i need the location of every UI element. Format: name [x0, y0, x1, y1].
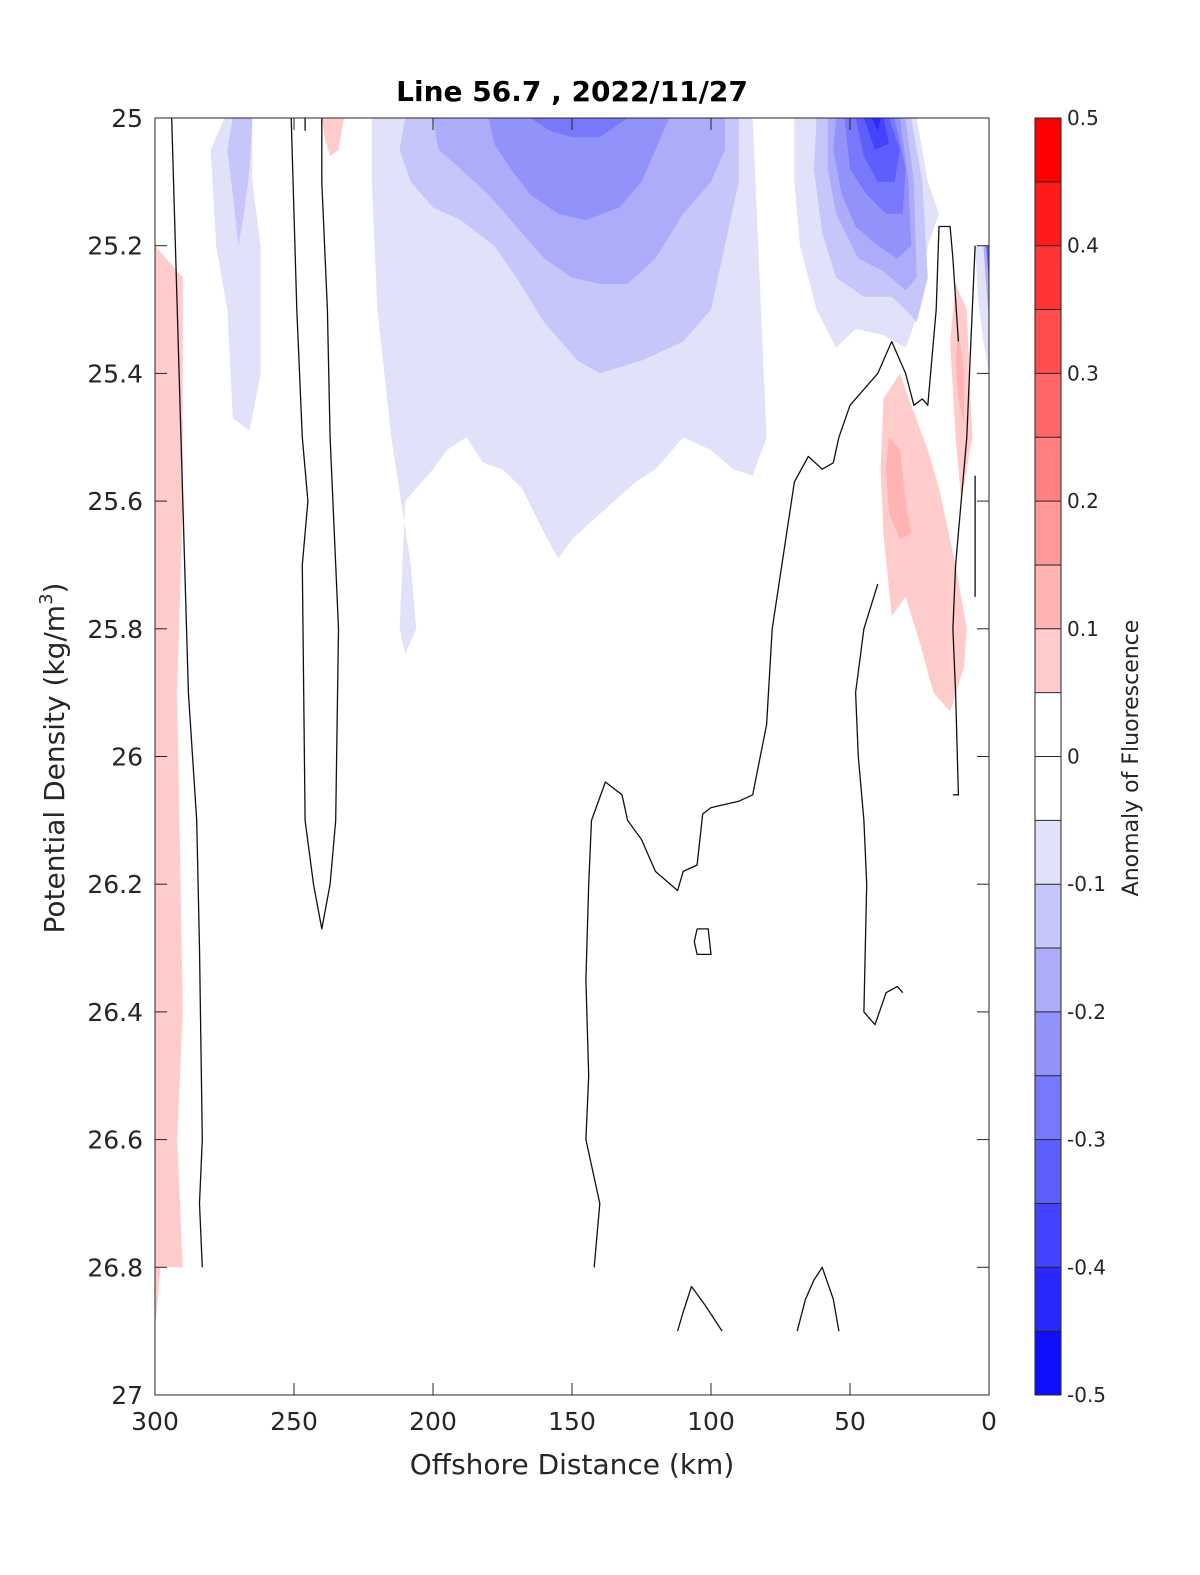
y-tick-label: 26.6 [87, 1126, 143, 1155]
y-tick-label: 25.6 [87, 487, 143, 516]
colorbar-tick-label: -0.4 [1067, 1255, 1106, 1279]
anomaly-region-0 [210, 118, 261, 431]
colorbar-frame [1034, 117, 1062, 1396]
colorbar-band [1035, 118, 1061, 183]
y-axis-label-close: ) [38, 583, 71, 594]
y-tick-label: 25 [111, 104, 143, 133]
anomaly-region-22 [886, 437, 912, 540]
y-tick-label: 25.4 [87, 359, 143, 388]
zero-contour-line-1 [290, 117, 340, 930]
colorbar-tick-label: 0.2 [1067, 489, 1099, 513]
colorbar-band [1035, 245, 1061, 311]
anomaly-region-17 [975, 245, 989, 374]
colorbar-band [1035, 628, 1061, 694]
y-axis-label: Potential Density (kg/m3) [36, 583, 71, 934]
zero-contour-line-0 [171, 117, 203, 1268]
colorbar-band [1035, 501, 1061, 566]
anomaly-region-8 [530, 118, 628, 138]
colorbar-tick-label: 0.5 [1067, 106, 1099, 130]
colorbar-band [1035, 1203, 1061, 1268]
y-tick-label: 25.2 [87, 232, 143, 261]
anomaly-region-1 [227, 118, 253, 246]
colorbar-band [1035, 692, 1061, 757]
anomaly-region-15 [863, 118, 889, 150]
y-tick-label: 27 [111, 1381, 143, 1410]
zero-contour-lines [171, 117, 976, 1332]
x-tick-label: 200 [409, 1407, 457, 1436]
colorbar-label: Anomaly of Fluorescence [1119, 620, 1144, 897]
colorbar-tick-label: 0.1 [1067, 617, 1099, 641]
anomaly-region-3 [155, 245, 183, 1332]
colorbar-band [1035, 564, 1061, 630]
colorbar-band [1035, 1011, 1061, 1077]
colorbar-band [1035, 437, 1061, 502]
x-tick-label: 250 [270, 1407, 318, 1436]
anomaly-region-2 [321, 118, 344, 157]
colorbar-band [1035, 820, 1061, 885]
anomaly-region-16 [872, 118, 881, 131]
colorbar-band [1035, 884, 1061, 949]
colorbar-band [1035, 373, 1061, 438]
anomaly-region-18 [983, 245, 989, 323]
colorbar-band [1035, 1331, 1061, 1396]
x-tick-label: 0 [981, 1407, 997, 1436]
anomaly-region-19 [986, 245, 989, 284]
anomaly-region-20 [880, 373, 967, 712]
filled-contour-regions [155, 118, 989, 1332]
y-axis-label-superscript: 3 [36, 593, 57, 604]
chart-title: Line 56.7 , 2022/11/27 [396, 75, 748, 108]
anomaly-region-7 [488, 118, 670, 221]
colorbar-tick-label: 0.4 [1067, 234, 1099, 258]
y-axis-label-main: Potential Density (kg/m [38, 605, 71, 934]
zero-contour-line-8 [676, 1285, 723, 1332]
y-tick-label: 26.2 [87, 870, 143, 899]
colorbar-ticks: 0.5 0.4 0.3 0.2 0.1 0 -0.1 -0.2 -0.3 -0.4 -0.5 [1067, 106, 1106, 1407]
colorbar-band [1035, 1267, 1061, 1332]
colorbar-band [1035, 181, 1061, 247]
colorbar [1035, 118, 1061, 1396]
colorbar-band [1035, 948, 1061, 1013]
zero-contour-line-3 [585, 225, 960, 1268]
anomaly-region-23 [955, 328, 964, 425]
y-tick-label: 26.4 [87, 998, 143, 1027]
colorbar-tick-label: 0.3 [1067, 361, 1099, 385]
x-tick-label: 150 [548, 1407, 596, 1436]
x-tick-label: 50 [834, 1407, 866, 1436]
y-axis-ticks: 25 25.2 25.4 25.6 25.8 26 26.2 26.4 26.6 26.8 27 [87, 104, 989, 1410]
zero-contour-line-6 [854, 583, 904, 1026]
colorbar-band [1035, 1139, 1061, 1204]
y-tick-label: 26 [111, 743, 143, 772]
colorbar-band [1035, 309, 1061, 374]
x-tick-label: 300 [131, 1407, 179, 1436]
zero-contour-line-4 [952, 245, 976, 796]
x-axis-ticks: 300 250 200 150 100 50 0 [131, 118, 997, 1436]
colorbar-tick-label: -0.2 [1067, 1000, 1106, 1024]
colorbar-tick-label: -0.3 [1067, 1128, 1106, 1152]
colorbar-tick-label: -0.1 [1067, 872, 1106, 896]
colorbar-tick-label: 0 [1067, 745, 1080, 769]
zero-contour-line-7 [693, 928, 712, 956]
y-tick-label: 25.8 [87, 615, 143, 644]
anomaly-region-14 [855, 118, 900, 182]
x-axis-label: Offshore Distance (km) [410, 1448, 735, 1481]
colorbar-band [1035, 1075, 1061, 1141]
colorbar-tick-label: -0.5 [1067, 1383, 1106, 1407]
zero-contour-line-9 [796, 1266, 840, 1332]
x-tick-label: 100 [687, 1407, 735, 1436]
colorbar-band [1035, 756, 1061, 821]
y-tick-label: 26.8 [87, 1253, 143, 1282]
